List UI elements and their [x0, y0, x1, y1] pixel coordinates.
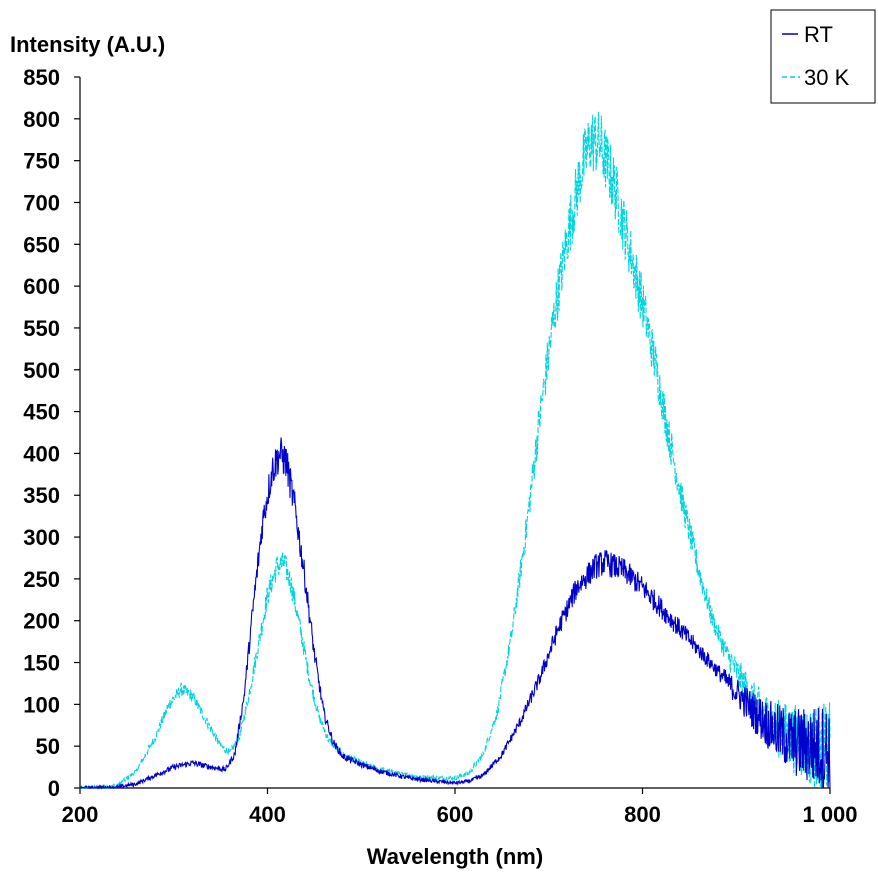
x-axis-title: Wavelength (nm)	[367, 844, 543, 869]
x-tick-label: 800	[624, 802, 661, 827]
y-tick-label: 500	[23, 358, 60, 383]
y-tick-label: 800	[23, 107, 60, 132]
x-tick-label: 200	[62, 802, 99, 827]
y-tick-label: 450	[23, 400, 60, 425]
series-layer	[79, 111, 831, 790]
y-tick-label: 700	[23, 190, 60, 215]
series-rt-line	[80, 437, 831, 790]
legend-label-rt: RT	[804, 22, 833, 47]
x-tick-label: 600	[437, 802, 474, 827]
y-tick-label: 150	[23, 651, 60, 676]
x-tick-label: 1 000	[802, 802, 857, 827]
y-tick-label: 850	[23, 65, 60, 90]
axes	[79, 77, 830, 789]
y-tick-label: 550	[23, 316, 60, 341]
y-tick-label: 650	[23, 232, 60, 257]
y-tick-label: 50	[36, 734, 60, 759]
y-axis-title: Intensity (A.U.)	[10, 32, 165, 57]
y-tick-label: 0	[48, 776, 60, 801]
y-tick-label: 300	[23, 525, 60, 550]
y-tick-label: 100	[23, 692, 60, 717]
y-ticks: 0 50 100 150 200 250 300 350 400 450 500 550 600 650 7…	[23, 65, 80, 801]
y-tick-label: 600	[23, 274, 60, 299]
legend-box	[770, 9, 876, 104]
legend: RT 30 K	[770, 9, 876, 104]
legend-label-30k: 30 K	[804, 65, 850, 90]
y-tick-label: 200	[23, 609, 60, 634]
y-tick-label: 400	[23, 441, 60, 466]
y-tick-label: 750	[23, 149, 60, 174]
series-30k-line	[79, 111, 831, 790]
y-tick-label: 350	[23, 483, 60, 508]
x-tick-label: 400	[249, 802, 286, 827]
x-ticks: 200 400 600 800 1 000	[62, 788, 858, 827]
y-tick-label: 250	[23, 567, 60, 592]
